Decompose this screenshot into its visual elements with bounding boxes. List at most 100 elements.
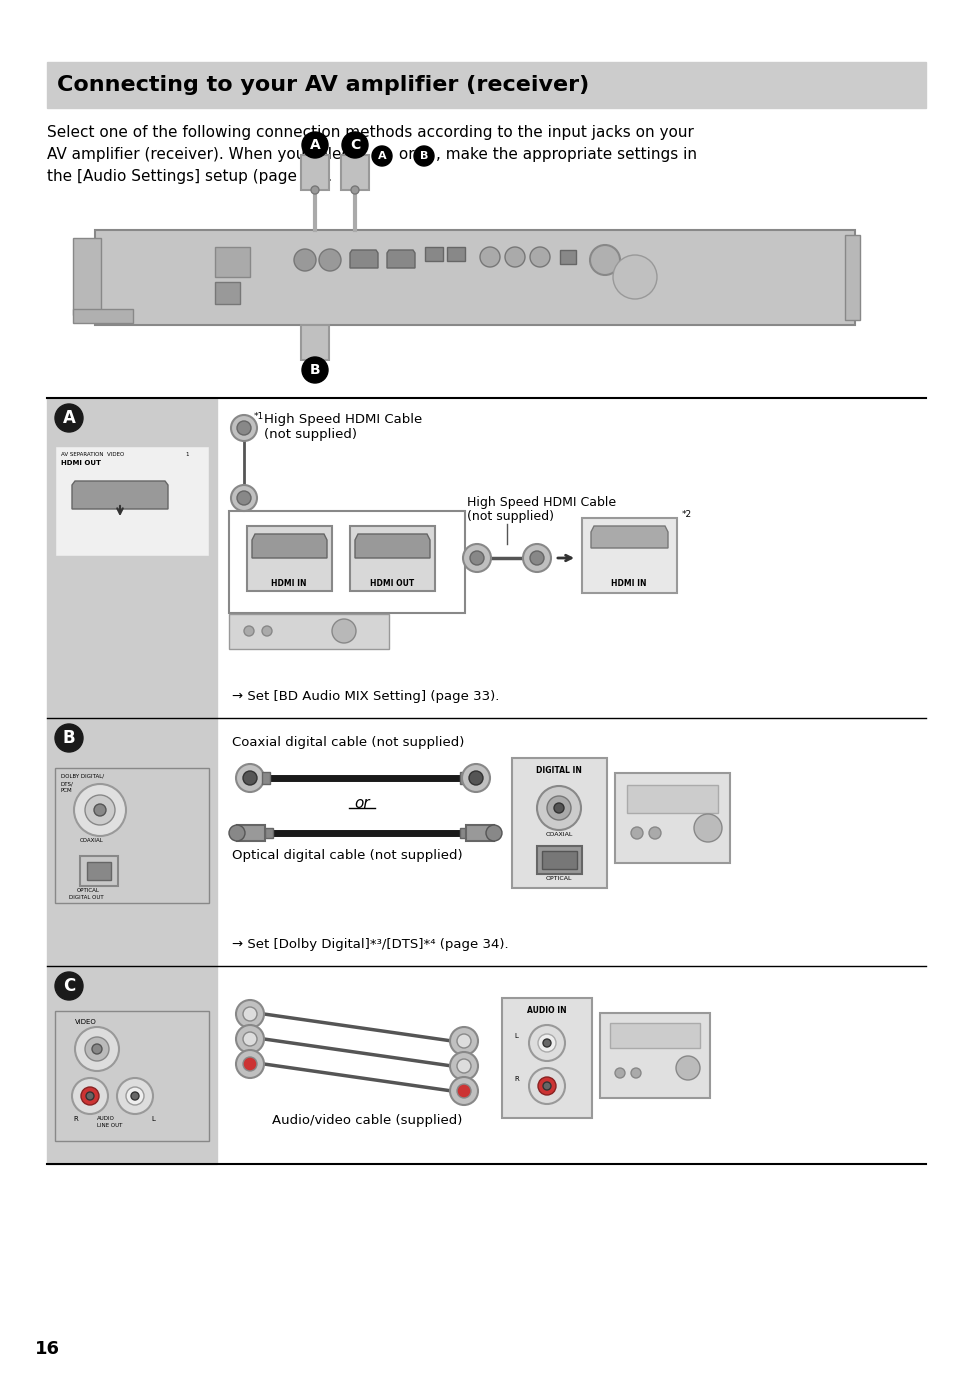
Text: DTS/: DTS/ (61, 781, 73, 785)
Text: → Set [BD Audio MIX Setting] (page 33).: → Set [BD Audio MIX Setting] (page 33). (232, 691, 498, 703)
Circle shape (693, 814, 721, 842)
Circle shape (86, 1092, 94, 1100)
Text: R: R (514, 1076, 518, 1082)
Polygon shape (387, 250, 415, 268)
Text: or: or (354, 796, 370, 811)
Text: B: B (419, 151, 428, 161)
Circle shape (554, 803, 563, 813)
Polygon shape (71, 481, 168, 509)
Text: Optical digital cable (not supplied): Optical digital cable (not supplied) (232, 849, 462, 862)
Circle shape (126, 1087, 144, 1105)
Circle shape (648, 827, 660, 839)
Circle shape (74, 784, 126, 836)
Circle shape (235, 1050, 264, 1078)
Text: COAXIAL: COAXIAL (545, 832, 572, 838)
Text: B: B (310, 362, 320, 378)
Text: VIDEO: VIDEO (75, 1019, 96, 1026)
Circle shape (318, 249, 340, 270)
Bar (844, 235, 859, 320)
Circle shape (231, 485, 256, 511)
Circle shape (81, 1087, 99, 1105)
Bar (247, 526, 332, 590)
Bar (55, 768, 209, 903)
Circle shape (243, 772, 256, 785)
Circle shape (231, 415, 256, 441)
Text: B: B (63, 729, 75, 747)
Bar (265, 828, 273, 838)
Text: C: C (63, 978, 75, 995)
Circle shape (450, 1076, 477, 1105)
Bar (512, 758, 606, 888)
Bar (47, 398, 216, 718)
Bar (47, 718, 216, 967)
Bar (262, 772, 270, 784)
Circle shape (450, 1027, 477, 1054)
Bar (350, 526, 435, 590)
Text: LINE OUT: LINE OUT (97, 1123, 122, 1129)
Text: DIGITAL OUT: DIGITAL OUT (69, 895, 104, 899)
Circle shape (243, 1057, 256, 1071)
Text: Connecting to your AV amplifier (receiver): Connecting to your AV amplifier (receive… (57, 76, 589, 95)
Circle shape (456, 1085, 471, 1098)
Circle shape (244, 626, 253, 636)
Circle shape (117, 1078, 152, 1114)
Circle shape (71, 1078, 108, 1114)
Circle shape (294, 249, 315, 270)
Text: (not supplied): (not supplied) (264, 428, 356, 441)
Circle shape (630, 1068, 640, 1078)
Text: COAXIAL: COAXIAL (80, 838, 104, 843)
Text: A: A (377, 151, 386, 161)
Text: PCM: PCM (61, 788, 72, 794)
Circle shape (229, 825, 245, 842)
Text: OPTICAL: OPTICAL (545, 876, 572, 881)
Bar (301, 325, 329, 360)
Circle shape (235, 763, 264, 792)
Circle shape (546, 796, 571, 820)
Bar (229, 511, 464, 612)
Circle shape (504, 247, 524, 266)
Text: L: L (151, 1116, 154, 1122)
Bar (73, 238, 101, 314)
Text: AV amplifier (receiver). When you select: AV amplifier (receiver). When you select (47, 147, 360, 162)
Circle shape (351, 185, 358, 194)
Circle shape (414, 146, 434, 166)
Text: *1: *1 (253, 412, 264, 422)
Text: AUDIO: AUDIO (97, 1116, 114, 1120)
Bar (340, 155, 369, 189)
Bar (559, 250, 576, 264)
Circle shape (615, 1068, 624, 1078)
Bar (459, 828, 468, 838)
Circle shape (332, 619, 355, 643)
Circle shape (456, 1059, 471, 1074)
Circle shape (236, 492, 251, 505)
Bar (459, 772, 468, 784)
Bar (465, 825, 494, 842)
Circle shape (55, 724, 83, 752)
Circle shape (676, 1056, 700, 1081)
Bar (236, 825, 265, 842)
Circle shape (302, 357, 328, 383)
Text: → Set [Dolby Digital]*³/[DTS]*⁴ (page 34).: → Set [Dolby Digital]*³/[DTS]*⁴ (page 34… (232, 938, 508, 951)
Circle shape (450, 1052, 477, 1081)
Circle shape (243, 1032, 256, 1046)
Circle shape (372, 146, 392, 166)
Bar (47, 62, 925, 108)
Circle shape (530, 247, 550, 266)
Circle shape (462, 544, 491, 573)
Bar (80, 855, 118, 886)
Circle shape (630, 827, 642, 839)
Circle shape (75, 1027, 119, 1071)
Text: Coaxial digital cable (not supplied): Coaxial digital cable (not supplied) (232, 736, 464, 750)
Circle shape (85, 1037, 109, 1061)
Circle shape (85, 795, 115, 825)
Circle shape (469, 772, 482, 785)
Text: A: A (310, 139, 320, 152)
Bar (581, 518, 677, 593)
Text: the [Audio Settings] setup (page 33).: the [Audio Settings] setup (page 33). (47, 169, 332, 184)
Circle shape (94, 805, 106, 816)
Circle shape (537, 1034, 556, 1052)
Circle shape (537, 785, 580, 831)
Circle shape (470, 551, 483, 566)
Circle shape (456, 1034, 471, 1048)
Text: 16: 16 (35, 1340, 60, 1358)
